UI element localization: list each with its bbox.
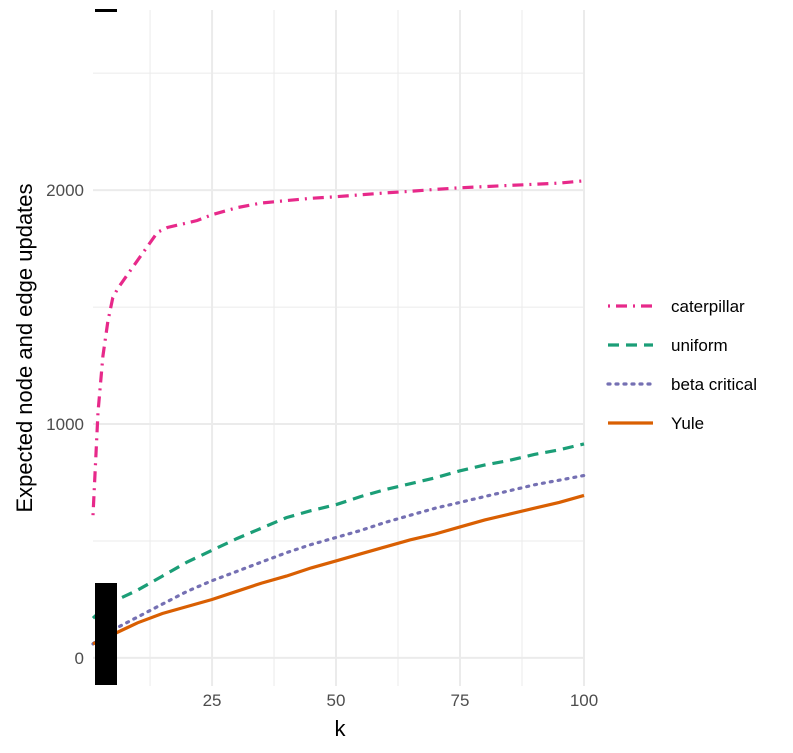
x-tick-label: 50 [327, 691, 346, 710]
series-layer [91, 179, 586, 646]
y-axis-title: Expected node and edge updates [12, 183, 37, 512]
series-line-yule [92, 493, 585, 646]
legend-label: Yule [671, 414, 704, 433]
legend-label: caterpillar [671, 297, 745, 316]
x-tick-label: 25 [203, 691, 222, 710]
grid-lines [93, 10, 585, 686]
legend: caterpillar uniform beta critical Yule [606, 297, 757, 433]
series-line-beta-critical [91, 473, 586, 646]
y-tick-label: 0 [75, 649, 84, 668]
legend-label: beta critical [671, 375, 757, 394]
x-axis-title: k [335, 716, 347, 741]
series-line-uniform [91, 442, 585, 620]
x-tick-label: 75 [451, 691, 470, 710]
x-axis-ticks: 25 50 75 100 [203, 691, 599, 710]
series-line-caterpillar [91, 179, 585, 516]
redaction-bar [95, 583, 117, 685]
y-tick-label: 2000 [46, 181, 84, 200]
legend-label: uniform [671, 336, 728, 355]
y-tick-label: 1000 [46, 415, 84, 434]
redaction-dash [95, 9, 117, 12]
y-axis-ticks: 0 1000 2000 [46, 181, 84, 668]
x-tick-label: 100 [570, 691, 598, 710]
